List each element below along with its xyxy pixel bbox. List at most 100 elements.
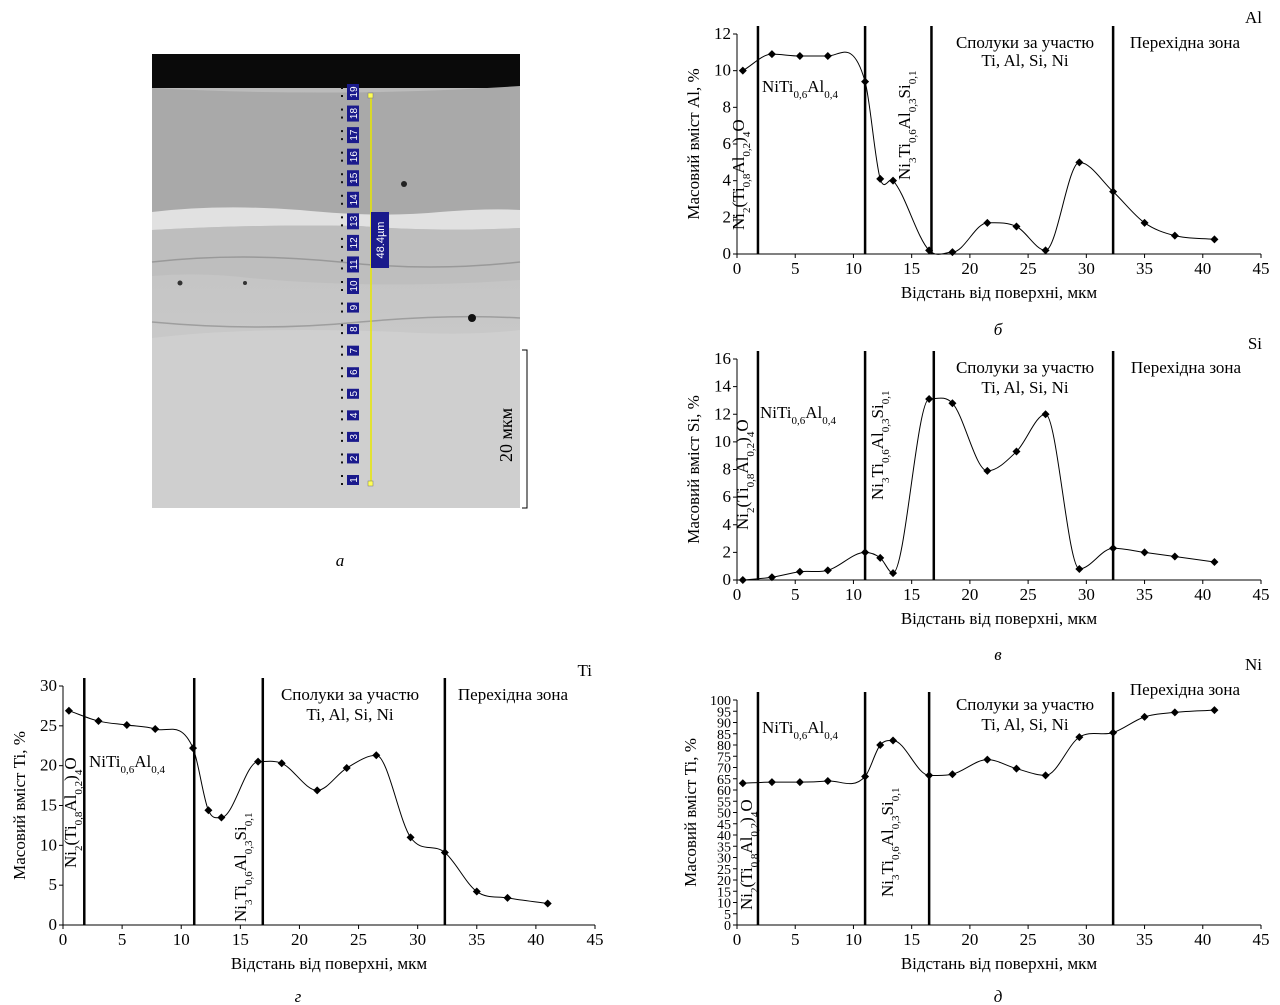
x-tick-label: 35 bbox=[468, 930, 485, 949]
scan-point-label: 15 bbox=[341, 170, 360, 187]
data-point bbox=[1170, 708, 1179, 717]
y-tick-label: 75 bbox=[717, 750, 731, 765]
micrograph-pore bbox=[468, 314, 476, 322]
scan-line-endpoint bbox=[367, 480, 374, 487]
x-tick-label: 40 bbox=[1194, 259, 1211, 278]
zone-label-compounds: Сполуки за участю bbox=[956, 695, 1094, 714]
scan-point-marker bbox=[341, 194, 343, 197]
y-tick-label: 20 bbox=[40, 756, 57, 775]
x-tick-label: 15 bbox=[903, 930, 920, 949]
data-point bbox=[889, 736, 898, 745]
scan-point-number: 8 bbox=[349, 326, 360, 332]
micrograph-middle-layer bbox=[152, 225, 520, 285]
x-tick-label: 10 bbox=[845, 259, 862, 278]
scan-point-marker bbox=[341, 173, 343, 176]
data-point bbox=[1109, 187, 1118, 196]
x-tick-label: 40 bbox=[527, 930, 544, 949]
element-label: Ni bbox=[1245, 655, 1262, 674]
zone-label-compounds: Сполуки за участю bbox=[281, 685, 419, 704]
y-tick-label: 8 bbox=[723, 97, 732, 116]
y-tick-label: 14 bbox=[714, 377, 732, 396]
scan-point-number: 9 bbox=[349, 304, 360, 310]
scan-point-marker bbox=[341, 202, 343, 205]
data-point bbox=[1075, 158, 1084, 167]
data-point bbox=[795, 778, 804, 787]
x-tick-label: 10 bbox=[845, 930, 862, 949]
compound-label-niti: NiTi0,6Al0,4 bbox=[762, 77, 839, 101]
scan-point-bg bbox=[347, 475, 359, 485]
data-point bbox=[889, 569, 898, 578]
x-tick-label: 35 bbox=[1136, 259, 1153, 278]
scan-point-marker bbox=[341, 138, 343, 141]
scan-point-marker bbox=[341, 245, 343, 248]
line-length-label: 48.4µm bbox=[371, 212, 389, 268]
data-point bbox=[767, 50, 776, 59]
y-tick-label: 60 bbox=[717, 784, 731, 799]
scan-point-number: 15 bbox=[349, 172, 360, 184]
data-point bbox=[795, 567, 804, 576]
scan-point-marker bbox=[341, 431, 343, 434]
scan-point-marker bbox=[341, 281, 343, 283]
data-point bbox=[795, 52, 804, 60]
x-tick-label: 15 bbox=[903, 585, 920, 604]
compound-label-ni2ti: Ni2(Ti0,8Al0,2)4O bbox=[729, 119, 753, 230]
scan-point-number: 11 bbox=[349, 259, 360, 270]
scan-point-bg bbox=[347, 105, 359, 122]
zone-label-transition: Перехідна зона bbox=[458, 685, 569, 704]
data-point bbox=[876, 553, 885, 562]
y-tick-label: 50 bbox=[717, 807, 731, 822]
scan-point-label: 3 bbox=[341, 431, 360, 442]
scan-point-label: 11 bbox=[341, 256, 360, 273]
data-point bbox=[1210, 706, 1219, 715]
micrograph-boundary-line bbox=[151, 256, 521, 268]
x-tick-label: 30 bbox=[409, 930, 426, 949]
compound-label-niti: NiTi0,6Al0,4 bbox=[89, 752, 166, 776]
zone-label-elements: Ti, Al, Si, Ni bbox=[981, 378, 1069, 397]
micrograph-substrate bbox=[152, 330, 520, 508]
y-axis-label: Масовий вміст Ti, % bbox=[10, 731, 29, 880]
y-tick-label: 45 bbox=[717, 818, 731, 833]
y-tick-label: 15 bbox=[717, 885, 731, 900]
data-point bbox=[1140, 218, 1149, 227]
compound-label-ni2ti: Ni2(Ti0,8Al0,2)4O bbox=[733, 419, 757, 530]
scale-bar-label: 20 мкм bbox=[496, 408, 516, 462]
scan-point-marker bbox=[341, 87, 343, 89]
scan-point-number: 4 bbox=[349, 412, 360, 418]
y-tick-label: 25 bbox=[40, 716, 57, 735]
scan-point-label: 13 bbox=[341, 213, 360, 230]
scan-point-marker bbox=[341, 310, 343, 313]
data-point bbox=[861, 548, 870, 557]
element-label: Al bbox=[1245, 8, 1262, 27]
x-tick-label: 45 bbox=[1253, 930, 1270, 949]
data-point bbox=[503, 893, 512, 902]
scan-point-number: 5 bbox=[349, 391, 360, 397]
y-tick-label: 5 bbox=[49, 875, 58, 894]
scan-point-number: 12 bbox=[349, 237, 360, 249]
x-tick-label: 25 bbox=[1020, 585, 1037, 604]
data-point bbox=[861, 772, 870, 781]
y-tick-label: 4 bbox=[723, 515, 732, 534]
scan-point-label: 2 bbox=[341, 453, 360, 464]
data-point bbox=[1109, 728, 1118, 737]
scan-point-number: 18 bbox=[349, 108, 360, 120]
data-point bbox=[1012, 764, 1021, 773]
scan-point-label: 1 bbox=[341, 475, 360, 485]
chart-al: 0 2 4 6 8 10 12 0 5 10 15 20 25 30 35 40 45 Відстань від … bbox=[684, 8, 1270, 339]
scan-point-number: 7 bbox=[349, 347, 360, 353]
scan-point-bg bbox=[347, 431, 359, 442]
y-tick-label: 90 bbox=[717, 717, 731, 732]
y-tick-label: 0 bbox=[724, 919, 731, 934]
data-point bbox=[1140, 548, 1149, 557]
data-point bbox=[1140, 712, 1149, 721]
scan-point-bg bbox=[347, 388, 359, 399]
data-point bbox=[189, 744, 198, 753]
scan-point-bg bbox=[347, 148, 359, 165]
scan-point-marker bbox=[341, 181, 343, 184]
scan-point-marker bbox=[341, 159, 343, 162]
scan-point-label: 7 bbox=[341, 345, 360, 356]
scan-point-bg bbox=[347, 170, 359, 187]
data-point bbox=[313, 786, 322, 795]
x-tick-label: 5 bbox=[791, 585, 800, 604]
